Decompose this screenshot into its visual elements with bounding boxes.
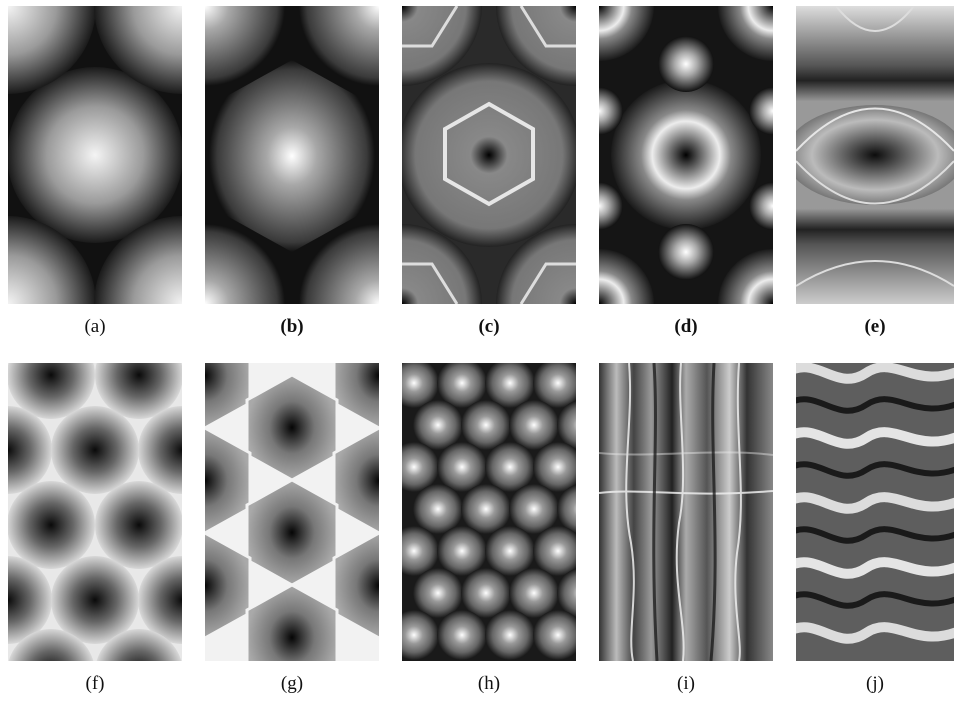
panel-a [8, 6, 182, 304]
panel-j [796, 363, 954, 661]
panel-h [402, 363, 576, 661]
panel-e-image [796, 6, 954, 304]
panel-a-image [8, 6, 182, 304]
caption-e: (e) [864, 316, 886, 337]
panel-d [599, 6, 773, 304]
caption-d: (d) [674, 316, 698, 337]
panel-i-image [599, 363, 773, 661]
panel-e [796, 6, 954, 304]
panel-g-image [205, 363, 379, 661]
caption-j: (j) [866, 673, 884, 694]
panel-j-image [796, 363, 954, 661]
caption-g: (g) [280, 673, 304, 694]
panel-h-image [402, 363, 576, 661]
panel-g [205, 363, 379, 661]
caption-h: (h) [477, 673, 501, 694]
panel-b [205, 6, 379, 304]
caption-c: (c) [478, 316, 500, 337]
panel-c-image [402, 6, 576, 304]
panel-b-image [205, 6, 379, 304]
caption-i: (i) [677, 673, 695, 694]
caption-b: (b) [280, 316, 304, 337]
caption-a: (a) [84, 316, 106, 337]
panel-c [402, 6, 576, 304]
caption-f: (f) [85, 673, 105, 694]
panel-i [599, 363, 773, 661]
panel-f-image [8, 363, 182, 661]
panel-f [8, 363, 182, 661]
panel-d-image [599, 6, 773, 304]
